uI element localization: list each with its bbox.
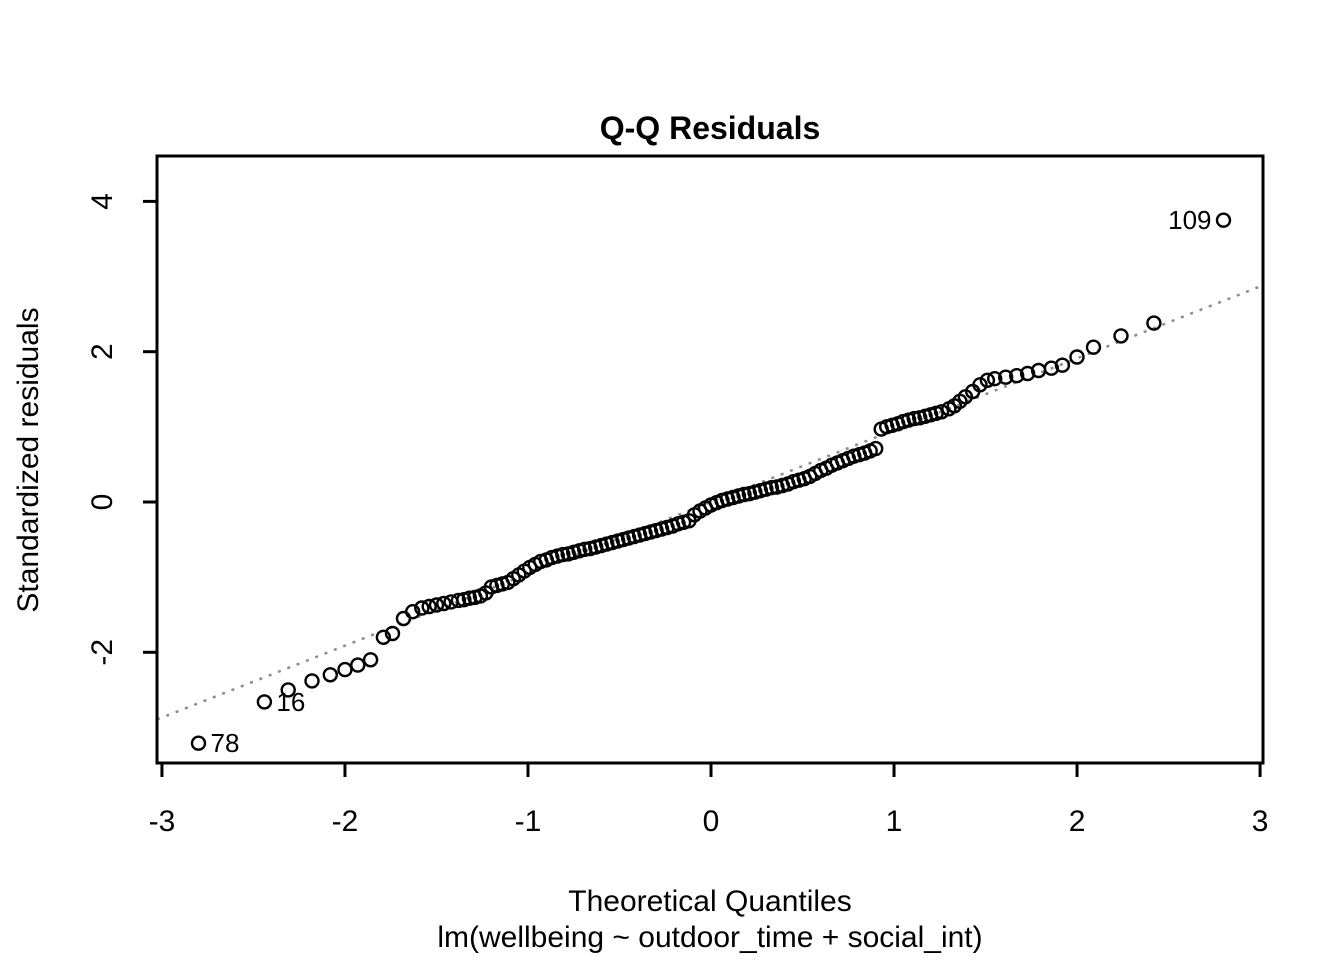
x-tick-label: 3 (1252, 805, 1269, 838)
data-point (1069, 349, 1085, 365)
data-point (395, 610, 412, 627)
data-point (987, 371, 1003, 387)
outlier-label: 16 (276, 687, 305, 717)
data-point (428, 597, 445, 613)
x-tick-label: -1 (515, 805, 542, 838)
chart-title: Q-Q Residuals (600, 110, 821, 146)
data-point (190, 735, 207, 751)
data-point (1146, 315, 1162, 331)
data-point (414, 600, 430, 616)
data-point (868, 440, 884, 457)
y-tick-label: 2 (86, 343, 119, 360)
data-point (1113, 328, 1129, 344)
data-point (736, 486, 752, 503)
data-point (979, 372, 996, 388)
x-tick-label: 1 (886, 805, 903, 838)
data-point (256, 694, 273, 710)
x-tick-label: -2 (332, 805, 359, 838)
data-point (337, 661, 353, 678)
data-point (1215, 212, 1232, 228)
y-tick-label: -2 (86, 639, 119, 666)
data-point (436, 595, 452, 612)
reference-line (156, 284, 1264, 721)
data-point (1009, 368, 1025, 384)
data-point (362, 652, 379, 668)
qq-points (190, 212, 1232, 751)
x-tick-label: -3 (149, 805, 176, 838)
data-point (450, 592, 467, 609)
outlier-label: 78 (211, 728, 240, 758)
data-point (1085, 339, 1102, 355)
model-subtitle: lm(wellbeing ~ outdoor_time + social_int… (437, 921, 982, 954)
y-axis-title: Standardized residuals (12, 307, 45, 612)
data-point (763, 480, 780, 496)
y-tick-label: 0 (86, 494, 119, 511)
plot-box (155, 154, 1265, 765)
data-point (384, 625, 401, 642)
data-point (375, 629, 392, 645)
data-point (350, 657, 366, 673)
data-point (405, 604, 421, 620)
x-tick-label: 0 (703, 805, 720, 838)
data-point (461, 590, 478, 606)
x-axis-ticks: -3 -2 -1 0 1 2 3 (149, 763, 1269, 838)
outlier-labels: 78 16 109 (211, 205, 1212, 758)
y-axis-ticks: -2 0 2 4 (86, 193, 157, 666)
data-point (280, 682, 296, 698)
data-point (555, 546, 571, 563)
outlier-label: 109 (1168, 205, 1211, 235)
x-axis-title: Theoretical Quantiles (568, 885, 851, 918)
data-point (322, 667, 338, 683)
data-point (577, 541, 593, 557)
data-point (1054, 357, 1071, 373)
data-point (304, 673, 320, 689)
x-tick-label: 2 (1069, 805, 1086, 838)
y-tick-label: 4 (86, 193, 119, 210)
data-point (933, 404, 950, 420)
reference-line-segment (156, 284, 1264, 721)
data-point (421, 598, 437, 615)
data-point (998, 369, 1014, 385)
data-point (906, 410, 922, 427)
